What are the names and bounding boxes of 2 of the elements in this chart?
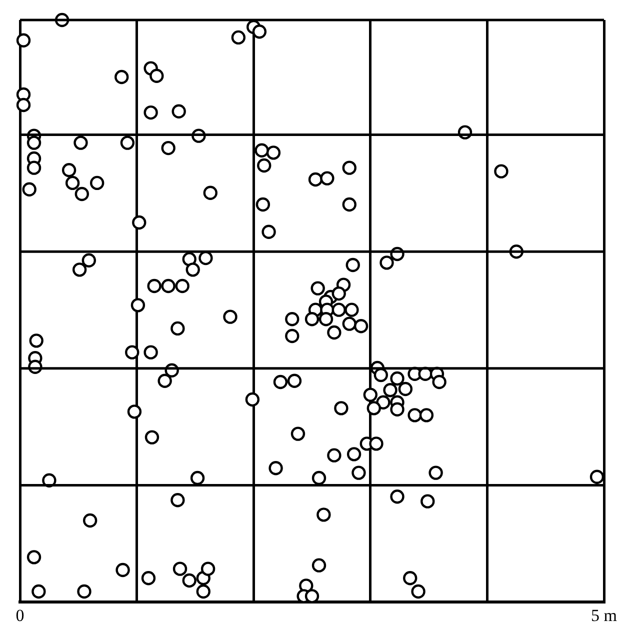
x-tick-label: 5 m <box>591 606 617 625</box>
x-tick-label: 0 <box>16 606 24 625</box>
